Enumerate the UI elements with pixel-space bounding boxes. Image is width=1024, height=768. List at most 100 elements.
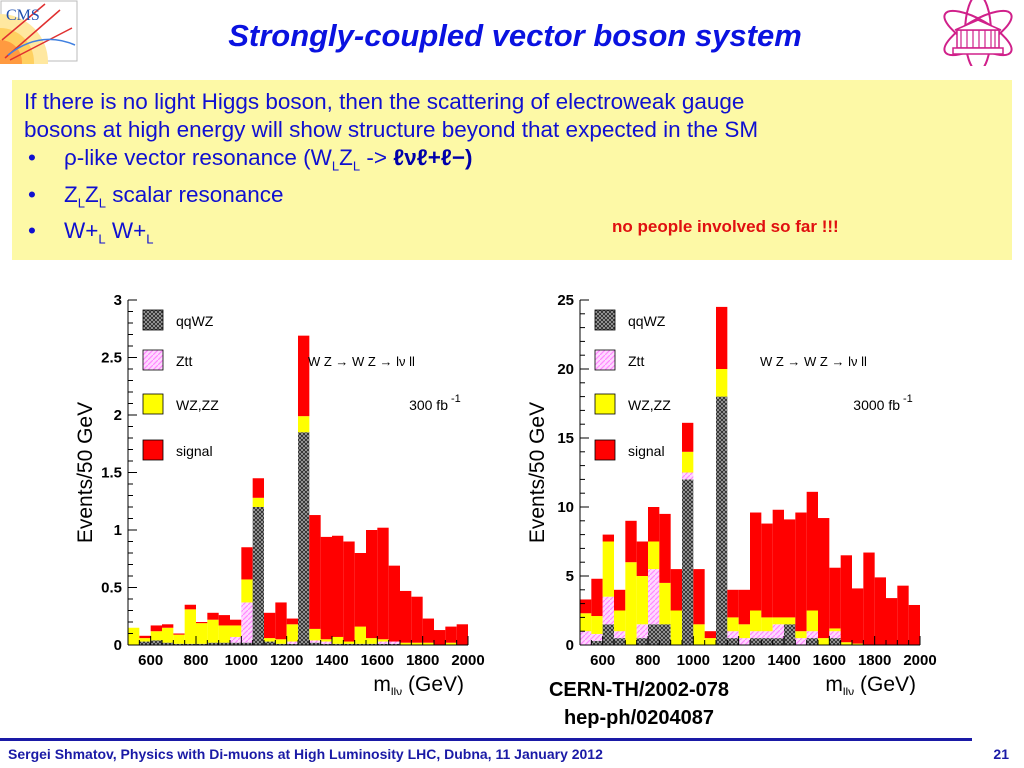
bullet-mark: •: [28, 218, 36, 243]
bar-ztt: [806, 631, 818, 639]
bullet-ww: • W+L W+L: [24, 217, 1012, 254]
y-tick-label: 0.5: [101, 580, 122, 597]
luminosity-label: 3000 fb: [853, 397, 900, 413]
histogram-3000fb: 600 800 1000 1200 1400 1600 1800 2000 0 5 10 15 20 25…: [520, 290, 940, 695]
bar-qqwz: [716, 396, 728, 645]
bar-qqwz: [614, 638, 626, 645]
bar-qqwz: [343, 643, 355, 645]
x-tick-label: 1400: [315, 652, 348, 669]
bar-qqwz: [241, 642, 253, 645]
bar-wz-zz: [806, 610, 818, 632]
bar-wz-zz: [772, 617, 784, 625]
bar-wz-zz: [795, 631, 807, 639]
bar-signal: [908, 604, 920, 645]
legend-swatch-signal: [594, 439, 616, 461]
bar-signal: [863, 552, 875, 645]
legend-label-signal: signal: [628, 443, 665, 459]
bar-signal: [162, 624, 174, 628]
bar-ztt: [580, 631, 592, 645]
bar-signal: [400, 590, 412, 643]
process-label: W Z → W Z → lν ll: [308, 354, 415, 369]
jinr-logo: [935, 0, 1021, 72]
bar-signal: [795, 512, 807, 632]
bar-qqwz: [139, 641, 151, 645]
process-label: W Z → W Z → lν ll: [760, 354, 867, 369]
bar-wz-zz: [343, 641, 355, 644]
bar-qqwz: [772, 638, 784, 645]
cms-logo-text: CMS: [6, 7, 40, 24]
bar-qqwz: [173, 643, 185, 645]
bar-qqwz: [784, 624, 796, 645]
bar-ztt: [682, 472, 694, 480]
legend-swatch-qqwz: [142, 309, 164, 331]
x-tick-label: 600: [590, 652, 615, 669]
bar-wz-zz: [332, 636, 344, 644]
bar-wz-zz: [218, 625, 230, 643]
bar-signal: [591, 578, 603, 617]
bar-signal: [445, 626, 457, 643]
x-tick-label: 1800: [406, 652, 439, 669]
bar-qqwz: [761, 638, 773, 645]
bar-ztt: [772, 624, 784, 639]
bar-signal: [852, 588, 864, 644]
bar-signal: [636, 541, 648, 576]
bar-ztt: [320, 641, 332, 644]
bar-qqwz: [218, 642, 230, 645]
y-tick-label: 2.5: [101, 350, 122, 367]
bar-qqwz: [727, 638, 739, 645]
bar-qqwz: [320, 643, 332, 645]
legend-swatch-ztt: [142, 349, 164, 371]
bar-ztt: [738, 638, 750, 645]
legend-label-qqwz: qqWZ: [176, 313, 214, 329]
bar-qqwz: [162, 642, 174, 645]
histogram-300fb: 600 800 1000 1200 1400 1600 1800 2000 0 0.5 1 1.5 2 2…: [68, 290, 488, 695]
bar-signal: [670, 569, 682, 611]
y-tick-label: 20: [557, 361, 574, 378]
bar-signal: [456, 624, 468, 645]
bar-qqwz: [648, 624, 660, 645]
bar-signal: [806, 491, 818, 611]
legend-swatch-qqwz: [594, 309, 616, 331]
bar-qqwz: [377, 643, 389, 645]
y-tick-label: 2: [114, 407, 122, 424]
bar-qqwz: [230, 642, 242, 645]
legend-swatch-signal: [142, 439, 164, 461]
bar-signal: [184, 604, 196, 610]
y-axis-label: Events/50 GeV: [526, 402, 549, 543]
legend-label-signal: signal: [176, 443, 213, 459]
bar-ztt: [795, 638, 807, 645]
bar-wz-zz: [682, 451, 694, 473]
bar-signal: [275, 602, 287, 640]
bar-signal: [252, 478, 264, 498]
bar-signal: [286, 618, 298, 625]
bar-ztt: [727, 631, 739, 639]
legend-label-wz-zz: WZ,ZZ: [176, 397, 219, 413]
bar-signal: [366, 530, 378, 639]
bar-signal: [230, 619, 242, 626]
bar-signal: [218, 615, 230, 626]
bullet-mark: •: [28, 181, 36, 207]
bar-wz-zz: [614, 610, 626, 632]
bar-wz-zz: [704, 638, 716, 645]
bar-signal: [241, 547, 253, 580]
bar-signal: [602, 534, 614, 542]
legend-label-ztt: Ztt: [628, 353, 644, 369]
bar-wz-zz: [591, 616, 603, 634]
bar-wz-zz: [750, 610, 762, 632]
bar-signal: [750, 512, 762, 611]
bar-wz-zz: [580, 613, 592, 632]
bar-ztt: [230, 636, 242, 643]
bar-ztt: [750, 631, 762, 639]
luminosity-label: 300 fb: [409, 397, 448, 413]
x-tick-label: 1200: [270, 652, 303, 669]
reference-box: CERN-TH/2002-078 hep-ph/0204087: [514, 676, 764, 732]
bar-signal: [886, 598, 898, 645]
bar-ztt: [761, 631, 773, 639]
bar-signal: [422, 618, 434, 643]
legend-label-wz-zz: WZ,ZZ: [628, 397, 671, 413]
bar-signal: [434, 630, 446, 645]
bar-qqwz: [264, 641, 276, 645]
bar-wz-zz: [298, 416, 310, 433]
bar-wz-zz: [173, 634, 185, 644]
bar-ztt: [591, 633, 603, 641]
